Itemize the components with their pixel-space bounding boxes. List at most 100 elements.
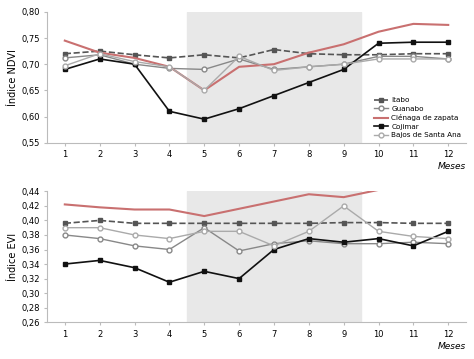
Ciénaga de zapata — [132, 208, 137, 212]
Guanabo — [446, 242, 451, 246]
Itabo — [271, 47, 277, 52]
Guanabo — [132, 244, 137, 248]
Itabo — [97, 49, 102, 53]
Guanabo — [62, 233, 68, 237]
Guanabo — [410, 240, 416, 244]
Guanabo — [341, 62, 346, 66]
Bajos de Santa Ana — [271, 244, 277, 248]
Ciénaga de zapata — [166, 65, 172, 69]
Itabo — [201, 53, 207, 57]
Guanabo — [306, 239, 311, 243]
Itabo — [166, 221, 172, 225]
Bajos de Santa Ana — [306, 229, 311, 233]
Bajos de Santa Ana — [446, 237, 451, 241]
Itabo — [306, 221, 311, 225]
Cojimar — [446, 40, 451, 45]
Bar — [187, 12, 361, 143]
Bajos de Santa Ana — [376, 229, 382, 233]
Itabo — [236, 221, 242, 225]
Guanabo — [236, 57, 242, 61]
Cojimar — [306, 237, 311, 241]
Cojimar — [236, 107, 242, 111]
Cojimar — [306, 80, 311, 85]
Cojimar — [236, 276, 242, 281]
Ciénaga de zapata — [271, 199, 277, 204]
Legend: Itabo, Guanabo, Ciénaga de zapata, Cojimar, Bajos de Santa Ana: Itabo, Guanabo, Ciénaga de zapata, Cojim… — [374, 96, 462, 139]
Cojimar — [62, 262, 68, 266]
Ciénaga de zapata — [446, 187, 451, 191]
Line: Itabo: Itabo — [63, 218, 451, 226]
Itabo — [236, 56, 242, 60]
Ciénaga de zapata — [201, 88, 207, 93]
Ciénaga de zapata — [62, 38, 68, 43]
Y-axis label: Índice NDVI: Índice NDVI — [9, 49, 18, 106]
Bajos de Santa Ana — [236, 229, 242, 233]
Line: Guanabo: Guanabo — [63, 225, 451, 253]
Bajos de Santa Ana — [341, 204, 346, 208]
Text: Meses: Meses — [438, 342, 465, 351]
Ciénaga de zapata — [132, 56, 137, 60]
Itabo — [132, 53, 137, 57]
Bajos de Santa Ana — [132, 233, 137, 237]
Guanabo — [376, 242, 382, 246]
Guanabo — [271, 67, 277, 71]
Cojimar — [97, 258, 102, 262]
Ciénaga de zapata — [341, 42, 346, 46]
Line: Ciénaga de zapata: Ciénaga de zapata — [65, 24, 448, 90]
Bajos de Santa Ana — [236, 54, 242, 59]
Ciénaga de zapata — [97, 205, 102, 210]
Guanabo — [97, 53, 102, 57]
Guanabo — [166, 247, 172, 252]
Bajos de Santa Ana — [201, 88, 207, 93]
Cojimar — [166, 280, 172, 284]
Bajos de Santa Ana — [62, 225, 68, 230]
Bajos de Santa Ana — [410, 234, 416, 239]
Bajos de Santa Ana — [97, 52, 102, 56]
Guanabo — [376, 54, 382, 59]
Line: Cojimar: Cojimar — [63, 229, 451, 285]
Guanabo — [306, 65, 311, 69]
Guanabo — [201, 67, 207, 71]
Guanabo — [62, 56, 68, 60]
Itabo — [341, 220, 346, 225]
Y-axis label: Índice EVI: Índice EVI — [9, 233, 18, 281]
Cojimar — [132, 266, 137, 270]
Bajos de Santa Ana — [166, 237, 172, 241]
Cojimar — [341, 240, 346, 244]
Line: Bajos de Santa Ana: Bajos de Santa Ana — [63, 51, 451, 93]
Guanabo — [97, 237, 102, 241]
Cojimar — [97, 57, 102, 61]
Cojimar — [446, 229, 451, 233]
Itabo — [446, 221, 451, 225]
Line: Bajos de Santa Ana: Bajos de Santa Ana — [63, 204, 451, 248]
Ciénaga de zapata — [446, 23, 451, 27]
Bajos de Santa Ana — [410, 57, 416, 61]
Cojimar — [410, 40, 416, 45]
Line: Ciénaga de zapata: Ciénaga de zapata — [65, 189, 448, 216]
Cojimar — [132, 62, 137, 66]
Bajos de Santa Ana — [446, 57, 451, 61]
Line: Guanabo: Guanabo — [63, 52, 451, 72]
Itabo — [97, 218, 102, 223]
Itabo — [62, 52, 68, 56]
Bar — [187, 191, 361, 322]
Itabo — [376, 220, 382, 225]
Ciénaga de zapata — [376, 188, 382, 192]
Cojimar — [376, 237, 382, 241]
Itabo — [446, 52, 451, 56]
Itabo — [201, 221, 207, 225]
Guanabo — [166, 66, 172, 70]
Guanabo — [132, 62, 137, 66]
Bajos de Santa Ana — [306, 65, 311, 69]
Bajos de Santa Ana — [132, 60, 137, 64]
Ciénaga de zapata — [236, 65, 242, 69]
Bajos de Santa Ana — [376, 57, 382, 61]
Cojimar — [271, 247, 277, 252]
Cojimar — [410, 244, 416, 248]
Itabo — [410, 52, 416, 56]
Ciénaga de zapata — [306, 192, 311, 196]
Cojimar — [62, 67, 68, 71]
Guanabo — [236, 249, 242, 253]
Cojimar — [201, 117, 207, 121]
Itabo — [376, 53, 382, 57]
